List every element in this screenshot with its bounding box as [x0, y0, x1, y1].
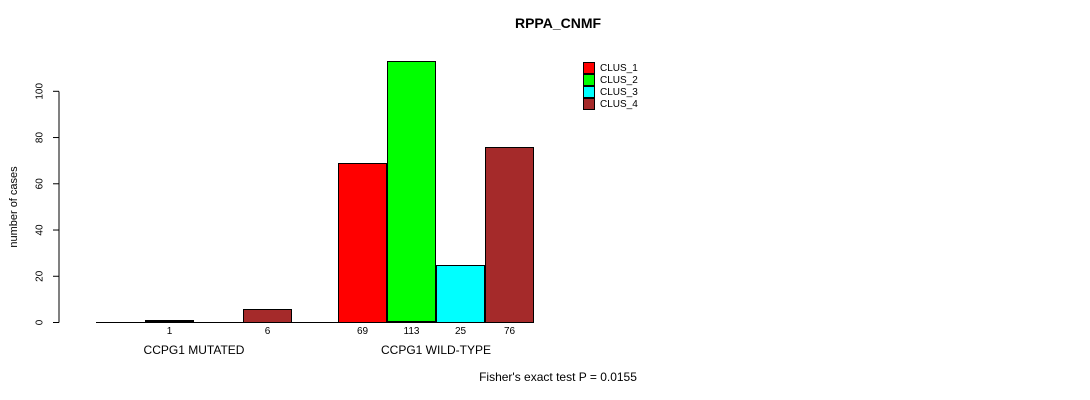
legend-label: CLUS_1 — [600, 62, 638, 74]
bar-count-label: 113 — [403, 326, 420, 337]
legend-label: CLUS_2 — [600, 74, 638, 86]
legend-swatch-icon — [583, 74, 595, 86]
y-tick-label: 0 — [35, 319, 46, 325]
y-tick-label: 60 — [35, 178, 46, 190]
bar-count-label: 25 — [454, 326, 467, 337]
bar-count-label: 1 — [166, 326, 173, 337]
legend-swatch-icon — [583, 86, 595, 98]
group-label: CCPG1 WILD-TYPE — [380, 343, 492, 357]
legend: CLUS_1 CLUS_2 CLUS_3 CLUS_4 — [583, 62, 638, 110]
bar-clus_4 — [243, 308, 292, 323]
legend-swatch-icon — [583, 62, 595, 74]
bar-count-label: 76 — [503, 326, 516, 337]
legend-label: CLUS_3 — [600, 86, 638, 98]
bar-clus_2 — [387, 61, 436, 323]
y-tick-label: 20 — [35, 270, 46, 282]
legend-row: CLUS_1 — [583, 62, 638, 74]
y-tick-label: 40 — [35, 224, 46, 236]
bar-clus_4 — [485, 146, 534, 323]
stat-annotation: Fisher's exact test P = 0.0155 — [479, 370, 637, 384]
y-tick-label: 100 — [35, 83, 46, 100]
bar-clus_1 — [338, 162, 387, 323]
legend-label: CLUS_4 — [600, 98, 638, 110]
y-tick-label: 80 — [35, 132, 46, 144]
legend-row: CLUS_2 — [583, 74, 638, 86]
chart-title: RPPA_CNMF — [514, 15, 602, 31]
legend-swatch-icon — [583, 98, 595, 110]
bar-clus_2 — [145, 320, 194, 323]
legend-row: CLUS_4 — [583, 98, 638, 110]
bar-count-label: 69 — [356, 326, 369, 337]
bar-count-label: 6 — [264, 326, 271, 337]
bar-clus_3 — [436, 264, 485, 323]
group-label: CCPG1 MUTATED — [143, 343, 245, 357]
y-axis-label: number of cases — [8, 166, 20, 248]
legend-row: CLUS_3 — [583, 86, 638, 98]
